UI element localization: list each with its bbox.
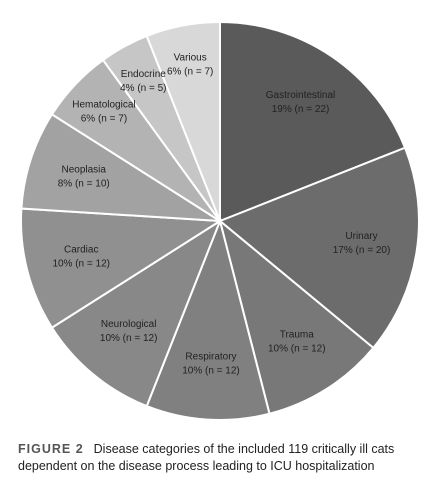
slice-label: Hematological	[72, 100, 135, 111]
pie-slice	[145, 20, 221, 222]
pie-slice	[218, 146, 420, 350]
slice-value-label: 4% (n = 5)	[120, 83, 166, 94]
slice-value-label: 10% (n = 12)	[100, 333, 158, 344]
slice-value-label: 6% (n = 7)	[167, 66, 213, 77]
pie-slice	[20, 112, 221, 222]
slice-label: Cardiac	[64, 244, 98, 255]
slice-value-label: 19% (n = 22)	[272, 104, 330, 115]
slice-label: Various	[174, 52, 207, 63]
slice-label: Respiratory	[185, 352, 236, 363]
slice-value-label: 17% (n = 20)	[333, 245, 391, 256]
slice-label: Neurological	[101, 319, 157, 330]
caption: FIGURE 2 Disease categories of the includ…	[18, 441, 433, 475]
slice-label: Neoplasia	[61, 164, 106, 175]
figure-label: FIGURE 2	[18, 442, 84, 456]
pie-slice	[218, 218, 375, 415]
pie-slice	[219, 20, 407, 223]
caption-text: Disease categories of the included 119 c…	[18, 442, 395, 473]
slice-label: Trauma	[280, 330, 315, 341]
slice-label: Urinary	[345, 231, 377, 242]
slice-value-label: 8% (n = 10)	[58, 178, 110, 189]
slice-label: Gastrointestinal	[266, 90, 335, 101]
slice-value-label: 6% (n = 7)	[81, 114, 127, 125]
slice-value-label: 10% (n = 12)	[182, 366, 240, 377]
chart: Gastrointestinal 19% (n = 22) Urinary 17% (…	[20, 20, 420, 421]
pie-slice	[50, 218, 223, 408]
pie-slice	[145, 217, 271, 421]
slice-value-label: 10% (n = 12)	[268, 344, 326, 355]
slice-value-label: 10% (n = 12)	[52, 258, 110, 269]
slice-label: Endocrine	[121, 69, 166, 80]
pie-slice	[20, 207, 224, 330]
